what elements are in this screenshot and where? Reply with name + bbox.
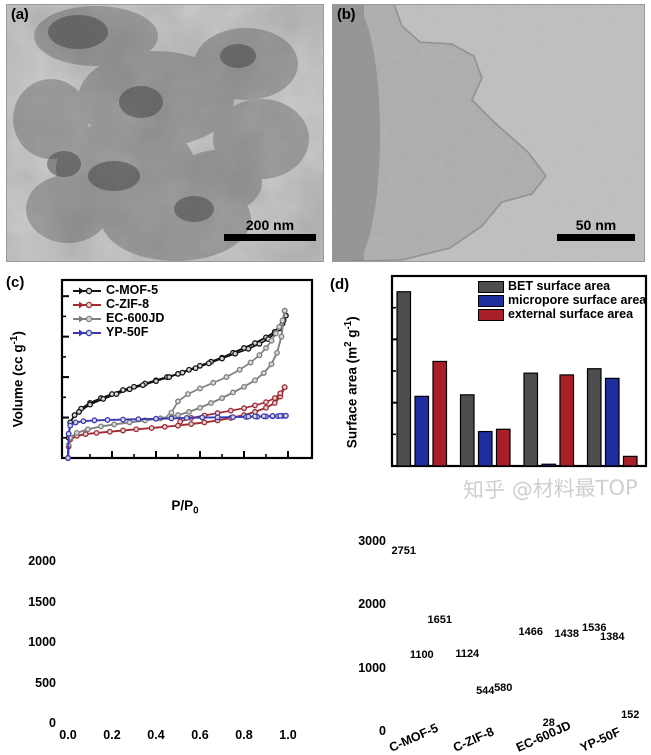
tem-image-panel-a: (a) 200 nm (6, 4, 324, 262)
panel-label-c: (c) (6, 274, 25, 291)
legend-item-BET-surface-area[interactable]: BET surface area (478, 280, 646, 293)
isotherm-plot (60, 278, 314, 461)
bar-value-label: 152 (621, 709, 640, 722)
bar-value-label: 1466 (518, 626, 543, 639)
bar-value-label: 580 (494, 682, 513, 695)
x-tick-label-c: 0.8 (235, 728, 253, 742)
scale-bar-b: 50 nm (557, 218, 635, 241)
legend-label: micropore surface area (508, 293, 647, 307)
legend-item-ec-600jd[interactable]: EC-600JD (72, 312, 164, 325)
y-tick-label-d: 0 (379, 724, 386, 738)
legend-item-yp-50f[interactable]: YP-50F (72, 326, 164, 339)
scale-bar-line-b (557, 234, 635, 241)
scale-bar-label-b: 50 nm (575, 217, 617, 233)
panel-label-b: (b) (337, 6, 356, 23)
y-tick-label-c: 1000 (28, 635, 56, 650)
legend-d: BET surface area micropore surface area ex… (478, 280, 646, 322)
x-tick-label-c: 0.6 (191, 728, 209, 742)
legend-marker-icon (73, 301, 101, 308)
x-category-label: C-MOF-5 (387, 720, 441, 755)
legend-swatch (478, 294, 504, 307)
legend-swatch (478, 280, 504, 293)
bar-value-label: 1100 (409, 649, 434, 662)
legend-item-external-surface-area[interactable]: external surface area (478, 308, 646, 321)
tem-micrograph-a (6, 4, 324, 262)
legend-marker-icon (73, 329, 101, 336)
bar-value-label: 1651 (427, 614, 452, 627)
legend-item-c-zif-8[interactable]: C-ZIF-8 (72, 298, 164, 311)
figure-root: (a) 200 nm (0, 4, 651, 755)
y-axis-title-d: Surface area (m2 g-1) (342, 316, 360, 449)
bar-value-label: 2751 (391, 544, 416, 557)
y-tick-label-d: 1000 (358, 660, 386, 675)
legend-label: external surface area (508, 307, 634, 321)
bar-chart (390, 274, 648, 468)
y-tick-label-c: 1500 (28, 594, 56, 609)
panel-label-a: (a) (11, 6, 29, 23)
y-tick-label-c: 500 (35, 675, 56, 690)
scale-bar-a: 200 nm (224, 218, 316, 241)
x-axis-title-c: P/P0 (171, 498, 199, 517)
tem-micrograph-b (332, 4, 645, 262)
tem-image-panel-b: (b) 50 nm (332, 4, 645, 262)
legend-label: EC-600JD (106, 311, 165, 325)
bar-value-label: 1384 (600, 631, 625, 644)
y-tick-label-c: 0 (49, 716, 56, 730)
x-tick-label-c: 0.0 (59, 728, 77, 742)
chart-panel-c: (c) Volume (cc g-1) P/P0 0 500 1000 1500 200… (0, 266, 326, 742)
panel-label-d: (d) (330, 276, 350, 293)
legend-label: YP-50F (106, 325, 149, 339)
scale-bar-line-a (224, 234, 316, 241)
x-tick-label-c: 0.2 (103, 728, 121, 742)
legend-marker-icon (73, 315, 101, 322)
y-tick-label-d: 3000 (358, 534, 386, 548)
x-category-label: YP-50F (577, 724, 622, 755)
bar-value-label: 1124 (455, 647, 480, 660)
legend-marker-icon (73, 287, 101, 294)
x-category-label: C-ZIF-8 (450, 724, 496, 755)
y-tick-label-c: 2000 (28, 554, 56, 569)
x-tick-label-c: 0.4 (147, 728, 165, 742)
legend-label: C-ZIF-8 (106, 297, 150, 311)
legend-swatch (478, 308, 504, 321)
scale-bar-label-a: 200 nm (245, 217, 295, 233)
x-tick-label-c: 1.0 (279, 728, 297, 742)
chart-panel-d: (d) Surface area (m2 g-1) 0 1000 2000 3000 2… (326, 266, 651, 755)
legend-label: BET surface area (508, 279, 611, 293)
y-axis-title-c: Volume (cc g-1) (8, 331, 26, 428)
legend-c: C-MOF-5 C-ZIF-8 EC-600JD YP-50F (72, 284, 164, 340)
legend-item-c-mof-5[interactable]: C-MOF-5 (72, 284, 164, 297)
legend-item-micropore-surface-area[interactable]: micropore surface area (478, 294, 646, 307)
y-tick-label-d: 2000 (358, 597, 386, 612)
legend-label: C-MOF-5 (106, 283, 159, 297)
